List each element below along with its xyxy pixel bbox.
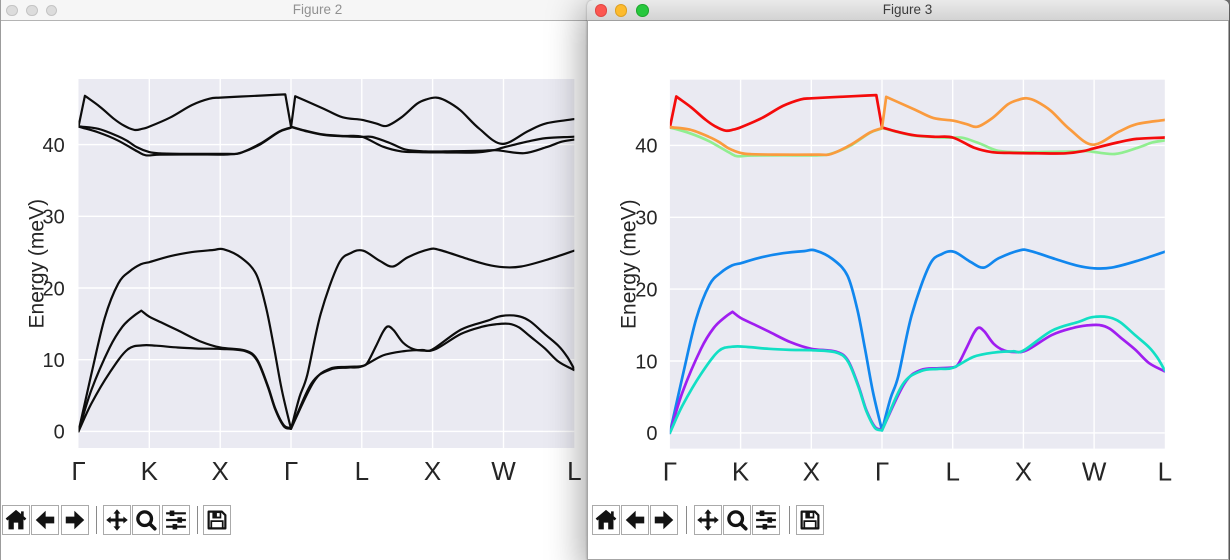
- svg-text:Γ: Γ: [662, 457, 676, 487]
- svg-text:30: 30: [635, 208, 657, 230]
- svg-text:20: 20: [43, 278, 65, 300]
- svg-text:Energy (meV): Energy (meV): [617, 199, 640, 329]
- svg-text:L: L: [567, 456, 581, 486]
- svg-text:X: X: [424, 456, 441, 486]
- svg-text:W: W: [1081, 457, 1106, 487]
- svg-text:0: 0: [646, 423, 657, 445]
- svg-text:Energy (meV): Energy (meV): [26, 199, 49, 329]
- svg-text:X: X: [802, 457, 819, 487]
- svg-text:0: 0: [54, 422, 65, 444]
- svg-text:W: W: [491, 456, 516, 486]
- svg-text:K: K: [731, 457, 749, 487]
- svg-text:Γ: Γ: [284, 456, 298, 486]
- svg-text:L: L: [355, 456, 369, 486]
- svg-text:40: 40: [43, 135, 65, 157]
- svg-text:Γ: Γ: [71, 456, 85, 486]
- svg-text:20: 20: [635, 279, 657, 301]
- svg-text:10: 10: [43, 350, 65, 372]
- svg-text:10: 10: [635, 351, 657, 373]
- svg-text:30: 30: [43, 207, 65, 229]
- svg-text:X: X: [212, 456, 229, 486]
- svg-text:L: L: [1157, 457, 1171, 487]
- svg-text:40: 40: [635, 136, 657, 158]
- svg-text:X: X: [1014, 457, 1031, 487]
- svg-text:L: L: [945, 457, 959, 487]
- svg-text:Γ: Γ: [874, 457, 888, 487]
- svg-text:K: K: [141, 456, 159, 486]
